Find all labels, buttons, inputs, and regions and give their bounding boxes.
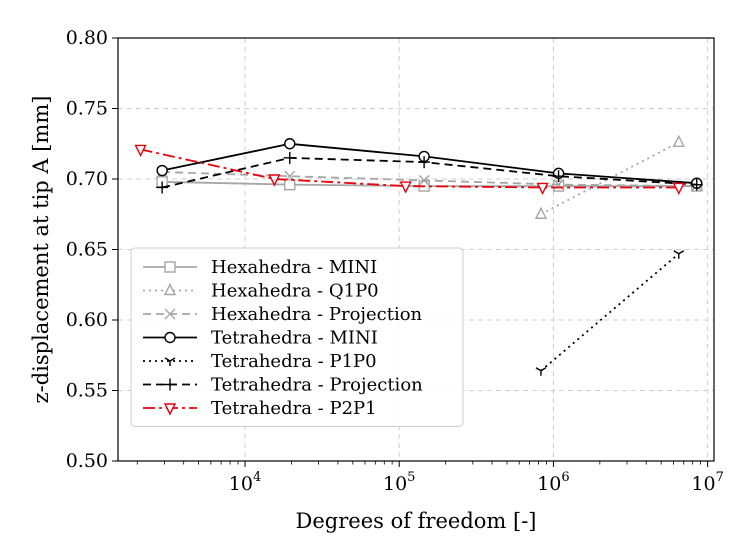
y-tick-label: 0.75 xyxy=(66,98,108,120)
data-point xyxy=(268,174,281,187)
data-point xyxy=(552,180,565,192)
legend: Hexahedra - MINI Hexahedra - Q1P0Hexahedr… xyxy=(130,247,464,427)
legend-label: Hexahedra - Projection xyxy=(211,304,423,325)
data-point xyxy=(284,138,296,150)
x-tick-label: 107 xyxy=(691,470,723,495)
data-point xyxy=(284,178,296,191)
series-tetrahedra-p1p0 xyxy=(535,250,685,376)
legend-entry: Tetrahedra - P2P1 xyxy=(143,398,377,419)
series-tetrahedra-p2p1 xyxy=(134,144,685,196)
legend-entry: Hexahedra - Projection xyxy=(143,304,423,325)
data-point xyxy=(418,156,431,169)
legend-marker xyxy=(163,282,177,296)
data-point xyxy=(283,151,296,164)
legend-label: Hexahedra - Q1P0 xyxy=(211,281,379,302)
data-point xyxy=(134,144,147,157)
legend-entry: Hexahedra - MINI xyxy=(143,257,377,278)
y-tick-label: 0.55 xyxy=(66,380,108,402)
x-tick-label: 104 xyxy=(229,470,261,495)
data-point xyxy=(156,164,168,177)
y-axis-title: z-displacement at tip A [mm] xyxy=(29,96,53,404)
x-tick-label: 106 xyxy=(537,470,569,495)
legend-label: Tetrahedra - P2P1 xyxy=(211,398,377,419)
legend-entry: Hexahedra - Q1P0 xyxy=(143,281,379,302)
data-point xyxy=(672,182,685,196)
legend-label: Tetrahedra - MINI xyxy=(211,328,378,349)
legend-entry: Tetrahedra - MINI xyxy=(143,328,378,349)
legend-label: Hexahedra - MINI xyxy=(211,257,377,278)
x-tick-label: 105 xyxy=(383,470,415,495)
y-tick-label: 0.60 xyxy=(66,309,108,331)
data-point xyxy=(399,181,412,194)
legend-entry: Tetrahedra - P1P0 xyxy=(143,351,377,372)
data-point xyxy=(418,174,430,186)
legend-frame xyxy=(130,247,464,427)
series-tetrahedra-projection xyxy=(156,151,703,194)
legend-entry: Tetrahedra - Projection xyxy=(143,375,423,396)
legend-label: Tetrahedra - Projection xyxy=(211,375,423,396)
data-point xyxy=(535,367,547,376)
data-point xyxy=(534,206,548,219)
data-point xyxy=(673,250,685,259)
legend-marker xyxy=(163,403,177,416)
x-axis-title: Degrees of freedom [-] xyxy=(296,509,537,533)
data-point xyxy=(690,178,703,191)
y-tick-label: 0.80 xyxy=(66,27,108,49)
series-hexahedra-q1p0 xyxy=(534,134,685,219)
data-point xyxy=(156,181,169,194)
y-tick-label: 0.50 xyxy=(66,450,108,472)
legend-marker xyxy=(164,378,176,391)
legend-label: Tetrahedra - P1P0 xyxy=(211,351,377,372)
data-point xyxy=(672,134,685,148)
legend-marker xyxy=(164,261,176,273)
data-point xyxy=(552,170,565,183)
legend-marker xyxy=(164,331,176,344)
series-line xyxy=(161,142,697,185)
y-tick-label: 0.70 xyxy=(66,168,108,190)
data-point xyxy=(536,182,549,196)
series-line xyxy=(540,253,680,372)
legend-marker xyxy=(164,308,176,320)
series-group xyxy=(134,134,703,376)
axis-ticks: 0.50 0.55 0.60 0.65 0.70 0.75 0.80 104 105 106 107 xyxy=(66,27,724,495)
y-tick-label: 0.65 xyxy=(66,239,108,261)
series-line xyxy=(540,141,680,215)
legend-marker xyxy=(164,357,176,366)
